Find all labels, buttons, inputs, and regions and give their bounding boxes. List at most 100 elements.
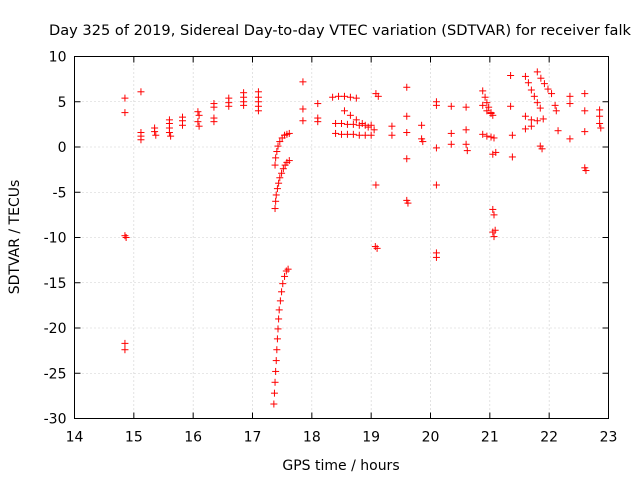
data-point (370, 126, 378, 134)
data-point (533, 117, 541, 125)
data-point (121, 94, 129, 102)
data-point (272, 191, 280, 199)
y-tick-label: 10 (49, 50, 67, 66)
data-point (121, 232, 129, 240)
data-point (281, 272, 289, 280)
data-point (284, 265, 292, 273)
data-point (272, 154, 280, 162)
data-point (151, 128, 159, 136)
data-point (538, 145, 546, 153)
data-point (485, 103, 493, 111)
data-point (432, 181, 440, 189)
chart-title: Day 325 of 2019, Sidereal Day-to-day VTE… (49, 23, 632, 39)
data-point (272, 367, 280, 375)
data-point (349, 130, 357, 138)
data-point (194, 108, 202, 116)
y-tick-label: -30 (44, 412, 67, 428)
data-point (276, 138, 284, 146)
data-point (278, 288, 286, 296)
data-point (489, 205, 497, 213)
data-point (372, 181, 380, 189)
x-tick-label: 18 (303, 430, 321, 446)
data-point (335, 92, 343, 100)
data-point (581, 90, 589, 98)
data-point (490, 211, 498, 219)
y-tick-label: -25 (44, 366, 67, 382)
y-tick-label: 5 (58, 95, 67, 111)
data-point (121, 346, 129, 354)
data-point (479, 87, 487, 95)
data-point (533, 68, 541, 76)
data-point (403, 155, 411, 163)
data-point (533, 99, 541, 107)
data-point (355, 131, 363, 139)
data-point (432, 101, 440, 109)
data-point (358, 119, 366, 127)
data-point (276, 174, 284, 182)
data-point (489, 111, 497, 119)
data-point (487, 110, 495, 118)
data-point (210, 103, 218, 111)
data-point (152, 131, 160, 139)
data-point (314, 118, 322, 126)
data-point (254, 107, 262, 115)
data-point (314, 100, 322, 108)
data-point (492, 148, 500, 156)
data-point (447, 140, 455, 148)
data-point (271, 205, 279, 213)
data-point (273, 148, 281, 156)
data-point (479, 101, 487, 109)
data-point (447, 102, 455, 110)
data-point (537, 74, 545, 82)
data-point (524, 79, 532, 87)
x-tick-label: 23 (600, 430, 618, 446)
data-point (273, 346, 281, 354)
data-point (530, 92, 538, 100)
data-point (346, 93, 354, 101)
data-point (137, 136, 145, 144)
data-point (371, 243, 379, 251)
data-point (167, 132, 175, 140)
data-point (419, 138, 427, 146)
data-point (332, 129, 340, 137)
data-point (274, 142, 282, 150)
x-tick-label: 15 (125, 430, 143, 446)
data-point (195, 122, 203, 130)
data-point (285, 157, 293, 165)
data-point (121, 109, 129, 117)
data-point (507, 102, 515, 110)
data-point (349, 120, 357, 128)
data-point (596, 106, 604, 114)
data-point (121, 339, 129, 347)
data-point (282, 267, 290, 275)
x-axis-label: GPS time / hours (282, 458, 399, 474)
y-tick-label: -15 (44, 276, 67, 292)
data-point (418, 121, 426, 129)
data-point (552, 107, 560, 115)
data-point (299, 78, 307, 86)
data-point (596, 112, 604, 120)
data-point (479, 130, 487, 138)
data-points (121, 68, 605, 408)
data-point (521, 112, 529, 120)
data-point (508, 131, 516, 139)
data-point (275, 306, 283, 314)
data-point (483, 107, 491, 115)
x-tick-label: 16 (184, 430, 202, 446)
data-point (404, 199, 412, 207)
data-point (581, 128, 589, 136)
data-point (536, 104, 544, 112)
data-point (374, 92, 382, 100)
data-point (361, 121, 369, 129)
data-point (352, 116, 360, 124)
data-point (373, 244, 381, 252)
y-tick-label: -10 (44, 231, 67, 247)
data-point (544, 85, 552, 93)
data-point (329, 93, 337, 101)
data-point (388, 122, 396, 130)
y-tick-label: 0 (58, 140, 67, 156)
data-point (278, 169, 286, 177)
data-point (487, 133, 495, 141)
data-point (165, 129, 173, 137)
